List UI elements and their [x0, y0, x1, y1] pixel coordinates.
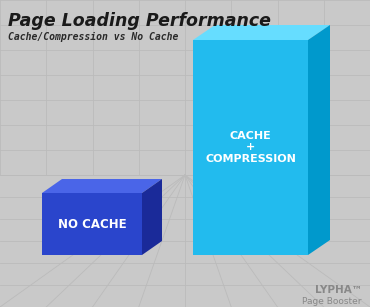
Polygon shape	[142, 179, 162, 255]
Text: Page Booster: Page Booster	[303, 297, 362, 306]
Text: Page Loading Performance: Page Loading Performance	[8, 12, 271, 30]
Polygon shape	[42, 193, 142, 255]
Polygon shape	[193, 40, 308, 255]
Polygon shape	[308, 25, 330, 255]
Polygon shape	[193, 25, 330, 40]
Text: NO CACHE: NO CACHE	[58, 217, 126, 231]
Polygon shape	[42, 179, 162, 193]
Text: CACHE
+
COMPRESSION: CACHE + COMPRESSION	[205, 131, 296, 164]
Text: LYPHA™: LYPHA™	[315, 285, 362, 295]
Text: Cache/Compression vs No Cache: Cache/Compression vs No Cache	[8, 32, 178, 42]
